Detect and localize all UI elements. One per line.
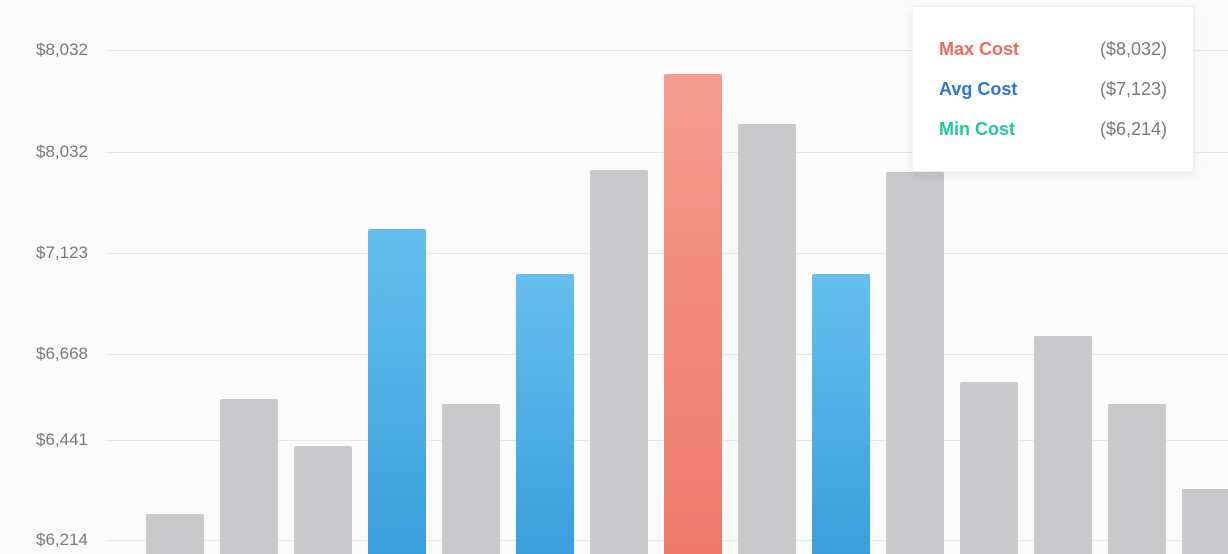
cost-bar-chart: $8,032 $8,032 $7,123 $6,668 $6,441 $6,21… [0,0,1228,554]
bar-avg-sample [368,229,426,554]
legend-label-avg: Avg Cost [939,80,1017,98]
bar-avg-sample [812,274,870,554]
bar-max [664,74,722,554]
legend-row-avg: Avg Cost ($7,123) [939,69,1167,109]
bar [738,124,796,554]
bar [960,382,1018,554]
legend-row-min: Min Cost ($6,214) [939,109,1167,149]
y-tick-label: $6,668 [0,344,106,364]
legend-value-max: ($8,032) [1100,40,1167,58]
bar [1108,404,1166,554]
y-tick-label: $8,032 [0,40,106,60]
bar [1182,489,1228,554]
legend-value-min: ($6,214) [1100,120,1167,138]
bar [146,514,204,554]
bar [294,446,352,554]
legend-label-max: Max Cost [939,40,1019,58]
bar [1034,336,1092,554]
y-tick-label: $7,123 [0,243,106,263]
bar [442,404,500,554]
bar [886,172,944,554]
legend-label-min: Min Cost [939,120,1015,138]
y-tick-label: $8,032 [0,142,106,162]
legend-value-avg: ($7,123) [1100,80,1167,98]
legend-card: Max Cost ($8,032) Avg Cost ($7,123) Min … [912,6,1194,172]
legend-row-max: Max Cost ($8,032) [939,29,1167,69]
y-tick-label: $6,214 [0,530,106,550]
bar-avg-sample [516,274,574,554]
bar [590,170,648,554]
bar [220,399,278,554]
y-tick-label: $6,441 [0,430,106,450]
